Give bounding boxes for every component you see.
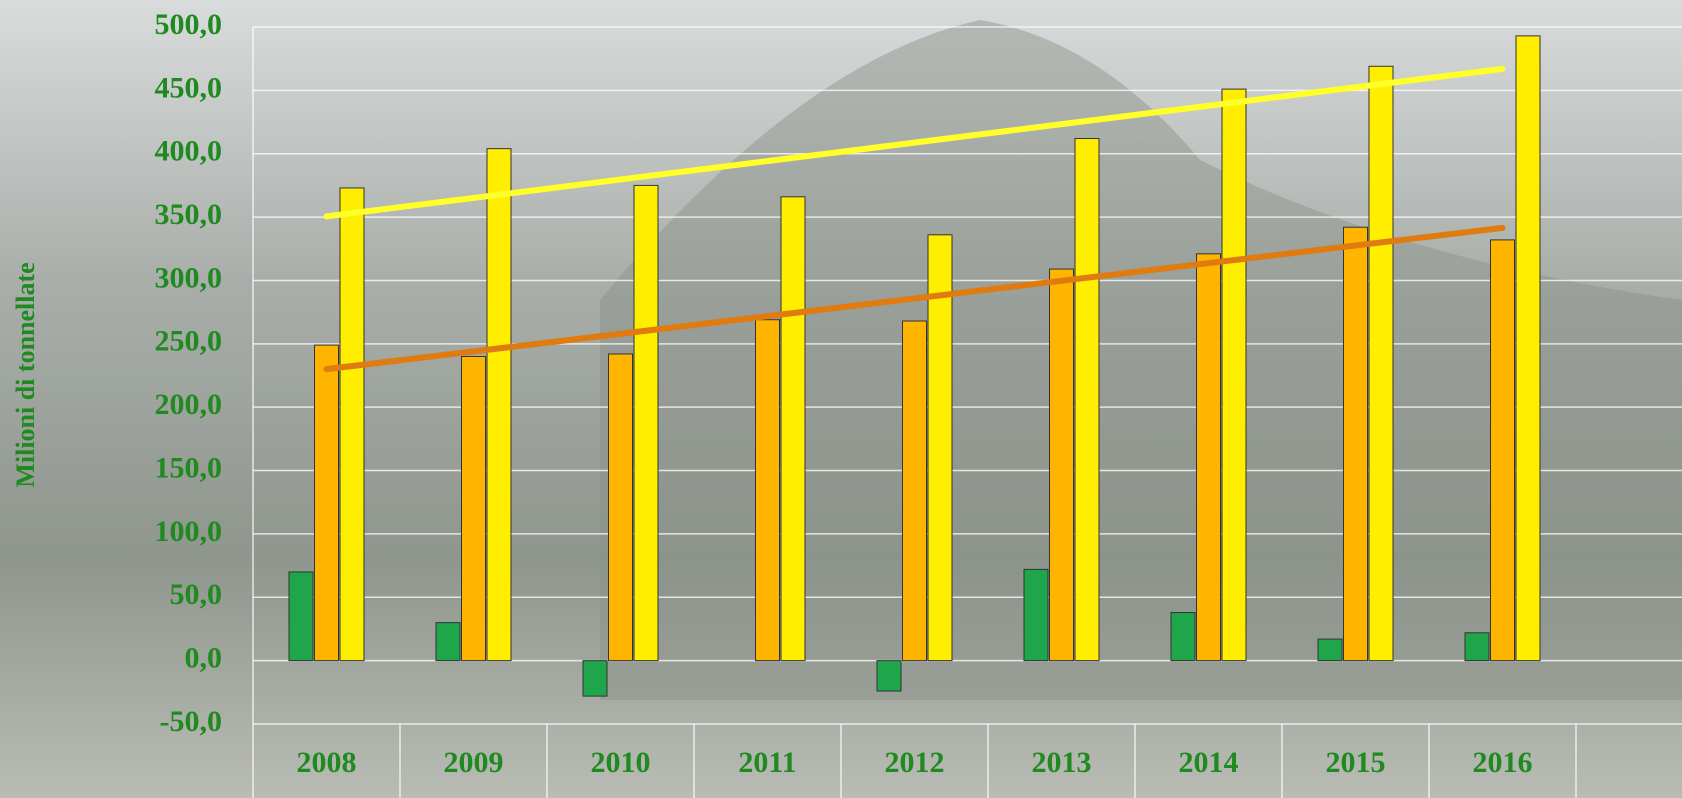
trendline — [323, 65, 1506, 220]
x-tick-label: 2012 — [885, 746, 945, 779]
x-tick-label: 2011 — [738, 746, 796, 779]
y-axis-label: Milioni di tonnellate — [11, 262, 40, 487]
bar — [1464, 632, 1490, 662]
bar — [288, 571, 314, 662]
bar — [1049, 268, 1074, 662]
bar — [1515, 35, 1541, 662]
bar — [608, 353, 633, 662]
x-tick-label: 2014 — [1179, 746, 1239, 779]
bar — [1221, 88, 1247, 662]
bar — [1317, 638, 1343, 662]
y-tick-label: 0,0 — [185, 642, 223, 675]
bar — [1343, 226, 1368, 662]
x-tick-label: 2008 — [297, 746, 357, 779]
y-tick-label: 150,0 — [155, 451, 223, 484]
y-tick-label: 350,0 — [155, 198, 223, 231]
bar — [780, 196, 806, 662]
x-tick-label: 2009 — [444, 746, 504, 779]
bar — [1074, 138, 1100, 662]
x-tick-label: 2015 — [1326, 746, 1386, 779]
bar — [486, 148, 512, 662]
bar — [339, 187, 365, 662]
y-tick-label: 250,0 — [155, 325, 223, 358]
bar — [633, 184, 659, 662]
bar — [435, 622, 461, 662]
y-tick-label: 450,0 — [155, 71, 223, 104]
y-tick-label: 300,0 — [155, 261, 223, 294]
y-tick-label: 100,0 — [155, 515, 223, 548]
bar — [1170, 611, 1196, 662]
bar — [755, 319, 780, 662]
bar — [927, 234, 953, 662]
bar — [1368, 65, 1394, 662]
bar — [461, 355, 486, 662]
y-tick-label: 200,0 — [155, 388, 223, 421]
x-tick-label: 2013 — [1032, 746, 1092, 779]
bar — [902, 320, 927, 662]
y-tick-label: 400,0 — [155, 135, 223, 168]
bar — [1490, 239, 1515, 662]
bar — [1196, 253, 1221, 662]
bar — [876, 660, 902, 692]
bar — [314, 344, 339, 662]
y-tick-label: 50,0 — [170, 578, 223, 611]
y-tick-label: 500,0 — [155, 8, 223, 41]
x-tick-label: 2010 — [591, 746, 651, 779]
bar — [1023, 568, 1049, 662]
x-tick-label: 2016 — [1473, 746, 1533, 779]
bar — [582, 660, 608, 697]
hill — [600, 20, 1682, 700]
trendline — [323, 224, 1506, 373]
y-tick-label: -50,0 — [160, 705, 223, 738]
